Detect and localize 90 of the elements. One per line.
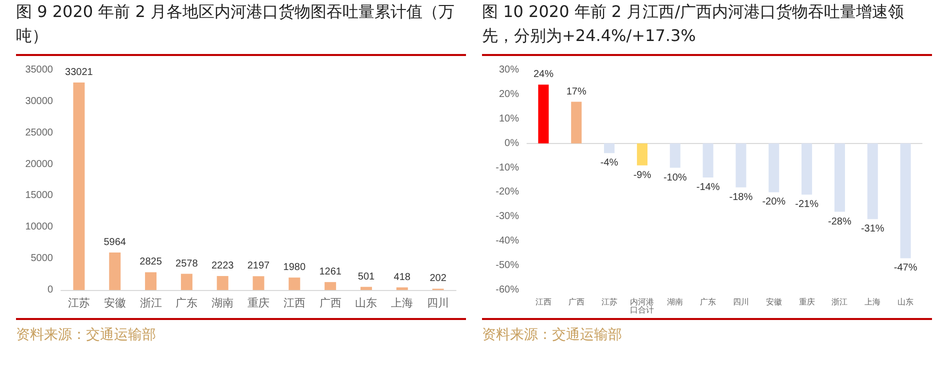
bar (636, 143, 648, 166)
x-tick-label: 四川 (732, 298, 749, 306)
x-tick-label: 湖南 (212, 296, 234, 310)
bar (834, 143, 845, 212)
bar (73, 82, 85, 290)
data-label: -21% (795, 199, 819, 210)
data-label: -20% (762, 196, 786, 208)
bar (252, 276, 264, 290)
bar (216, 276, 228, 290)
x-tick-label: 广东 (700, 298, 716, 306)
bar (900, 143, 911, 258)
x-tick-label: 浙江 (832, 298, 848, 306)
bar (324, 282, 336, 290)
bar (145, 272, 157, 290)
x-tick-label: 广东 (176, 296, 198, 310)
data-label: -4% (600, 158, 618, 169)
x-tick-label: 四川 (427, 296, 450, 310)
data-label: 2825 (140, 256, 162, 268)
x-tick-label: 湖南 (667, 298, 684, 306)
y-tick-label: -50% (496, 260, 520, 272)
bar (109, 252, 121, 290)
chart-title: 图 10 2020 年前 2 月江西/广西内河港口货物吞吐量增速领先，分别为+24.4%/+17.3% (482, 0, 932, 56)
x-tick-label: 广西 (319, 296, 342, 310)
data-label: -9% (633, 170, 652, 181)
y-tick-label: 0% (504, 138, 520, 149)
y-tick-label: 30% (498, 64, 520, 76)
x-tick-label: 安徽 (104, 296, 126, 310)
bar (768, 143, 780, 192)
text: 资料来源：交通运输部 (482, 318, 932, 344)
x-tick-label: 江苏 (601, 298, 618, 306)
data-label: -47% (894, 262, 918, 274)
y-tick-label: -30% (496, 211, 520, 222)
data-label: 17% (566, 86, 586, 98)
y-tick-label: 10% (498, 113, 520, 124)
y-tick-label: 25000 (25, 127, 54, 138)
x-tick-label: 重庆 (798, 298, 815, 306)
y-tick-label: 15000 (25, 190, 54, 202)
y-tick-label: 20000 (25, 158, 54, 170)
data-label: 2578 (176, 258, 198, 270)
x-tick-label: 江西 (283, 298, 306, 310)
y-tick-label: -20% (496, 186, 520, 198)
x-tick-label: 广西 (568, 298, 584, 306)
bar (360, 286, 372, 290)
data-label: -14% (696, 182, 720, 194)
bar (396, 287, 408, 290)
x-tick-label: 浙江 (140, 296, 162, 310)
bar (670, 143, 680, 168)
data-label: 501 (358, 271, 376, 282)
y-tick-label: -10% (496, 162, 520, 174)
y-tick-label: 10000 (25, 222, 54, 233)
bar (604, 143, 615, 154)
data-label: -10% (663, 172, 687, 184)
text: 资料来源：交通运输部 (16, 318, 466, 344)
data-label: -18% (729, 192, 753, 203)
x-tick-label: 上海 (864, 298, 881, 306)
data-label: 418 (394, 272, 411, 283)
x-tick-label: 江苏 (68, 296, 90, 310)
bar (802, 143, 812, 195)
data-label: 1980 (283, 262, 306, 274)
bar (180, 274, 192, 290)
y-tick-label: -60% (496, 284, 520, 296)
x-tick-label: 山东 (898, 298, 914, 306)
bar (736, 143, 746, 188)
x-tick-label: 重庆 (248, 296, 270, 310)
bar (702, 143, 714, 178)
x-tick-label: 安徽 (766, 298, 782, 306)
y-tick-label: 20% (498, 88, 520, 100)
bar (571, 102, 582, 144)
y-tick-label: 0 (47, 284, 54, 296)
y-tick-label: 5000 (30, 253, 54, 264)
data-label: 33021 (65, 66, 94, 78)
data-label: 2223 (211, 260, 234, 272)
y-tick-label: -40% (496, 236, 520, 247)
data-label: -28% (828, 216, 852, 228)
data-label: 202 (430, 273, 447, 284)
data-label: 5964 (104, 237, 126, 248)
data-label: 2197 (247, 260, 270, 272)
data-label: -31% (860, 224, 884, 235)
data-label: 1261 (319, 266, 342, 278)
y-tick-label: 30000 (25, 96, 54, 107)
bar (288, 278, 300, 290)
bar (867, 143, 878, 220)
chart-title: 图 9 2020 年前 2 月各地区内河港口货物图吞吐量累计值（万吨） (16, 0, 466, 56)
x-tick-label: 上海 (391, 296, 414, 310)
data-label: 24% (533, 69, 554, 80)
x-tick-label: 江西 (535, 298, 552, 306)
x-tick-label: 山东 (355, 296, 378, 310)
bar (538, 84, 549, 144)
x-tick-label: 内河港口合计 (630, 298, 654, 314)
y-tick-label: 35000 (25, 64, 54, 76)
